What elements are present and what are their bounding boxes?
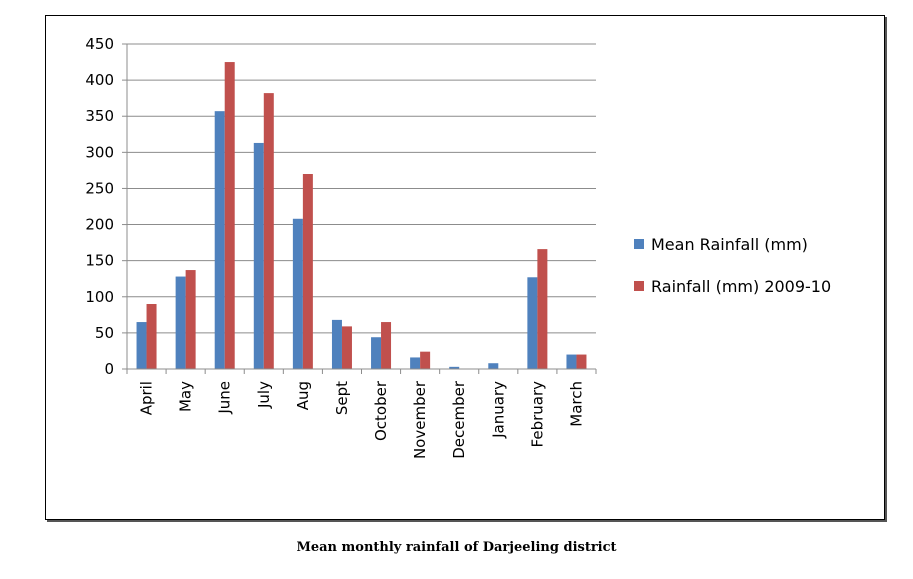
legend-swatch [634, 239, 644, 249]
axes [126, 44, 597, 374]
bar-rainfall-2009-10 [302, 174, 313, 369]
bar-rainfall-2009-10 [537, 249, 548, 369]
x-tick-label: Sept [333, 381, 351, 415]
y-tick-label: 200 [85, 216, 114, 234]
bar-mean-rainfall [410, 357, 421, 369]
bar-mean-rainfall [449, 366, 460, 369]
x-tick-label: June [216, 381, 234, 415]
bar-rainfall-2009-10 [576, 354, 587, 369]
bar-mean-rainfall [292, 218, 303, 369]
legend: Mean Rainfall (mm) Rainfall (mm) 2009-10 [634, 235, 831, 296]
bar-rainfall-2009-10 [381, 322, 392, 369]
bar-rainfall-2009-10 [341, 326, 352, 369]
x-tick-label: March [567, 381, 585, 427]
legend-label: Mean Rainfall (mm) [651, 235, 808, 254]
y-tick-label: 300 [85, 143, 114, 161]
y-tick-label: 100 [85, 288, 114, 306]
x-tick-label: May [177, 381, 195, 412]
bar-rainfall-2009-10 [185, 270, 196, 369]
bar-mean-rainfall [175, 276, 186, 369]
x-tick-label: January [489, 381, 507, 439]
bar-mean-rainfall [488, 363, 499, 369]
bar-rainfall-2009-10 [224, 62, 235, 370]
y-axis-ticks: 0 50 100 150 200 250 300 350 400 450 [85, 35, 114, 378]
chart-frame: 0 50 100 150 200 250 300 350 400 450 April May June… [45, 15, 885, 520]
bar-rainfall-2009-10 [263, 93, 274, 369]
x-tick-label: November [411, 380, 429, 459]
legend-label: Rainfall (mm) 2009-10 [651, 277, 831, 296]
bar-rainfall-2009-10 [146, 304, 157, 369]
x-tick-label: December [450, 380, 468, 459]
bar-mean-rainfall [371, 337, 382, 369]
y-tick-label: 150 [85, 252, 114, 270]
bar-mean-rainfall [214, 111, 225, 370]
figure-caption: Mean monthly rainfall of Darjeeling dist… [296, 540, 617, 555]
bar-rainfall-2009-10 [420, 351, 431, 369]
x-tick-label: July [255, 381, 273, 409]
bar-chart: 0 50 100 150 200 250 300 350 400 450 April May June… [85, 35, 831, 459]
y-tick-label: 50 [95, 324, 114, 342]
x-axis-ticks: April May June July Aug Sept October November De… [138, 380, 586, 459]
bars [136, 62, 587, 370]
bar-mean-rainfall [136, 322, 147, 369]
x-tick-label: February [528, 381, 546, 448]
y-tick-label: 250 [85, 179, 114, 197]
y-tick-label: 0 [104, 360, 114, 378]
bar-mean-rainfall [527, 277, 538, 369]
bar-mean-rainfall [331, 319, 342, 369]
legend-swatch [634, 281, 644, 291]
bar-mean-rainfall [253, 142, 264, 369]
x-tick-label: Aug [294, 381, 312, 410]
y-tick-label: 350 [85, 107, 114, 125]
x-tick-label: April [138, 381, 156, 415]
y-tick-label: 400 [85, 71, 114, 89]
gridlines [122, 43, 596, 370]
bar-mean-rainfall [566, 354, 577, 369]
x-tick-label: October [372, 380, 390, 441]
y-tick-label: 450 [85, 35, 114, 53]
